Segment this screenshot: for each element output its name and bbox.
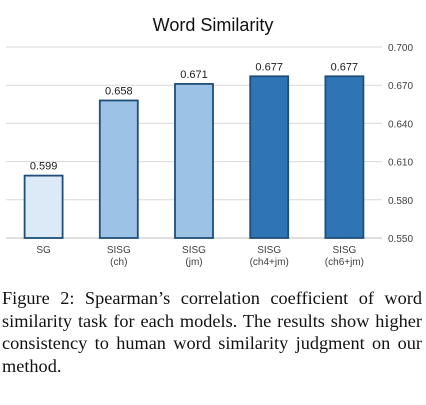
y-tick-label: 0.700 [388, 43, 413, 54]
bar [98, 99, 139, 239]
x-tick-label: (jm) [185, 257, 202, 268]
value-labels: 0.599 0.658 0.671 0.677 0.677 [30, 61, 358, 172]
y-tick-label: 0.670 [388, 81, 413, 92]
bar [174, 83, 214, 239]
x-tick-label: SISG [332, 245, 356, 256]
x-tick-label: (ch4+jm) [250, 257, 289, 268]
bar-chart: Word Similarity 0.550 0.580 0.610 0.640 0.67… [6, 15, 413, 268]
y-tick-label: 0.640 [388, 119, 413, 130]
bars [23, 75, 365, 239]
x-tick-label: SG [36, 245, 51, 256]
data-label: 0.677 [255, 61, 283, 73]
x-tick-label: SISG [107, 245, 131, 256]
x-tick-label: (ch) [110, 257, 127, 268]
y-tick-label: 0.610 [388, 158, 413, 169]
bar [249, 75, 290, 239]
bar [324, 75, 365, 239]
y-axis: 0.550 0.580 0.610 0.640 0.670 0.700 [388, 43, 413, 245]
x-tick-label: (ch6+jm) [325, 257, 364, 268]
x-tick-label: SISG [257, 245, 281, 256]
data-label: 0.599 [30, 161, 58, 173]
x-tick-label: SISG [182, 245, 206, 256]
figure-caption: Figure 2: Spearman’s correlation coeffic… [2, 288, 422, 376]
chart-title: Word Similarity [153, 15, 274, 35]
data-label: 0.677 [331, 61, 359, 73]
data-label: 0.671 [180, 69, 208, 81]
y-tick-label: 0.550 [388, 234, 413, 245]
bar [23, 174, 64, 239]
x-axis: SG SISG(ch)SISG(jm)SISG(ch4+jm)SISG(ch6+j… [36, 245, 364, 268]
data-label: 0.658 [105, 85, 133, 97]
y-tick-label: 0.580 [388, 196, 413, 207]
